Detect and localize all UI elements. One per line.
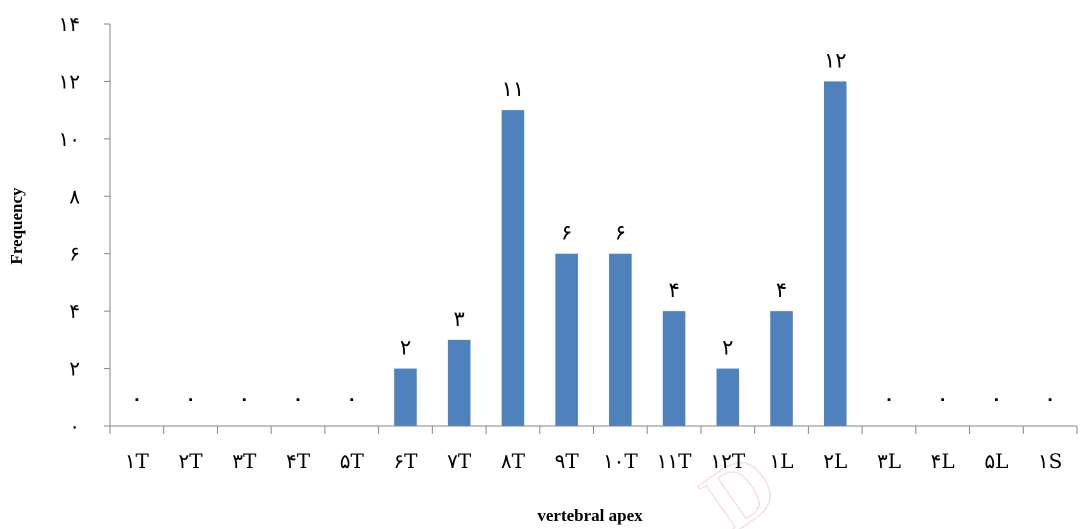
y-tick-label: ۶ bbox=[69, 242, 80, 266]
y-axis-title: Frequency bbox=[7, 187, 26, 265]
data-label: ٠ bbox=[884, 389, 894, 408]
x-tick-label: ٨T bbox=[501, 449, 526, 473]
y-tick-label: ۴ bbox=[69, 299, 80, 323]
x-tick-label: ١T bbox=[125, 449, 150, 473]
bar bbox=[716, 368, 740, 426]
bar bbox=[394, 368, 417, 426]
bar bbox=[662, 311, 686, 426]
data-label: ۴ bbox=[776, 278, 787, 302]
x-tick-label: ٧T bbox=[447, 449, 472, 473]
y-tick-label: ٠ bbox=[69, 414, 80, 438]
watermark: D bbox=[685, 434, 795, 529]
data-label: ٠ bbox=[239, 389, 249, 408]
data-label: ۴ bbox=[668, 278, 679, 302]
data-label: ٠ bbox=[186, 389, 196, 408]
x-tick-label: ١٠T bbox=[603, 449, 638, 473]
data-label: ٠ bbox=[132, 389, 142, 408]
x-tick-label: ٣T bbox=[232, 449, 257, 473]
x-tick-label: ١١T bbox=[657, 449, 692, 473]
y-tick-label: ١۴ bbox=[59, 12, 80, 36]
y-tick-label: ١٠ bbox=[59, 127, 80, 151]
data-label: ١٢ bbox=[824, 48, 847, 72]
bar bbox=[501, 110, 525, 427]
data-label: ٠ bbox=[347, 389, 357, 408]
x-tick-label: ٣L bbox=[877, 449, 901, 473]
x-tick-label: ٢L bbox=[823, 449, 847, 473]
bar bbox=[447, 339, 471, 426]
x-axis-title: vertebral apex bbox=[537, 506, 643, 525]
x-tick-label: ۵T bbox=[340, 449, 365, 473]
data-label: ٠ bbox=[938, 389, 948, 408]
data-label: ۶ bbox=[615, 221, 626, 245]
bar bbox=[555, 253, 578, 426]
bars-group bbox=[394, 81, 847, 427]
data-label: ۶ bbox=[561, 221, 572, 245]
data-label: ٢ bbox=[722, 336, 733, 360]
bar bbox=[609, 253, 632, 426]
x-tick-label: ۴L bbox=[931, 449, 955, 473]
labels-group: ٠ ١T ٠ ٢T ٠ ٣T ٠ ۴T ٠ ۵T ٢ ۶T ٣ ٧T ١١ ٨T ۶ ٩T ۶ ١٠T ۴ ١١T ٢ ١٢T… bbox=[125, 48, 1063, 473]
data-label: ٠ bbox=[992, 389, 1002, 408]
y-tick-label: ١٢ bbox=[59, 69, 80, 93]
x-tick-label: ١٢T bbox=[710, 449, 745, 473]
bar bbox=[823, 81, 847, 426]
x-tick-label: ۶T bbox=[393, 449, 418, 473]
x-tick-label: ٢T bbox=[179, 449, 204, 473]
data-label: ٣ bbox=[454, 307, 465, 331]
x-tick-label: ۵L bbox=[984, 449, 1008, 473]
x-tick-label: ٩T bbox=[555, 449, 580, 473]
y-tick-label: ٢ bbox=[69, 357, 80, 381]
axes-group: ٠ ٢ ۴ ۶ ٨ ١٠ ١٢ ١۴ bbox=[59, 12, 1078, 438]
bar bbox=[770, 311, 793, 426]
x-tick-label: ١L bbox=[770, 449, 794, 473]
data-label: ١١ bbox=[502, 77, 525, 101]
x-tick-label: ۴T bbox=[286, 449, 311, 473]
data-label: ٠ bbox=[293, 389, 303, 408]
data-label: ٢ bbox=[400, 336, 411, 360]
y-tick-label: ٨ bbox=[69, 184, 80, 208]
data-label: ٠ bbox=[1045, 389, 1055, 408]
x-tick-label: ١S bbox=[1038, 449, 1062, 473]
